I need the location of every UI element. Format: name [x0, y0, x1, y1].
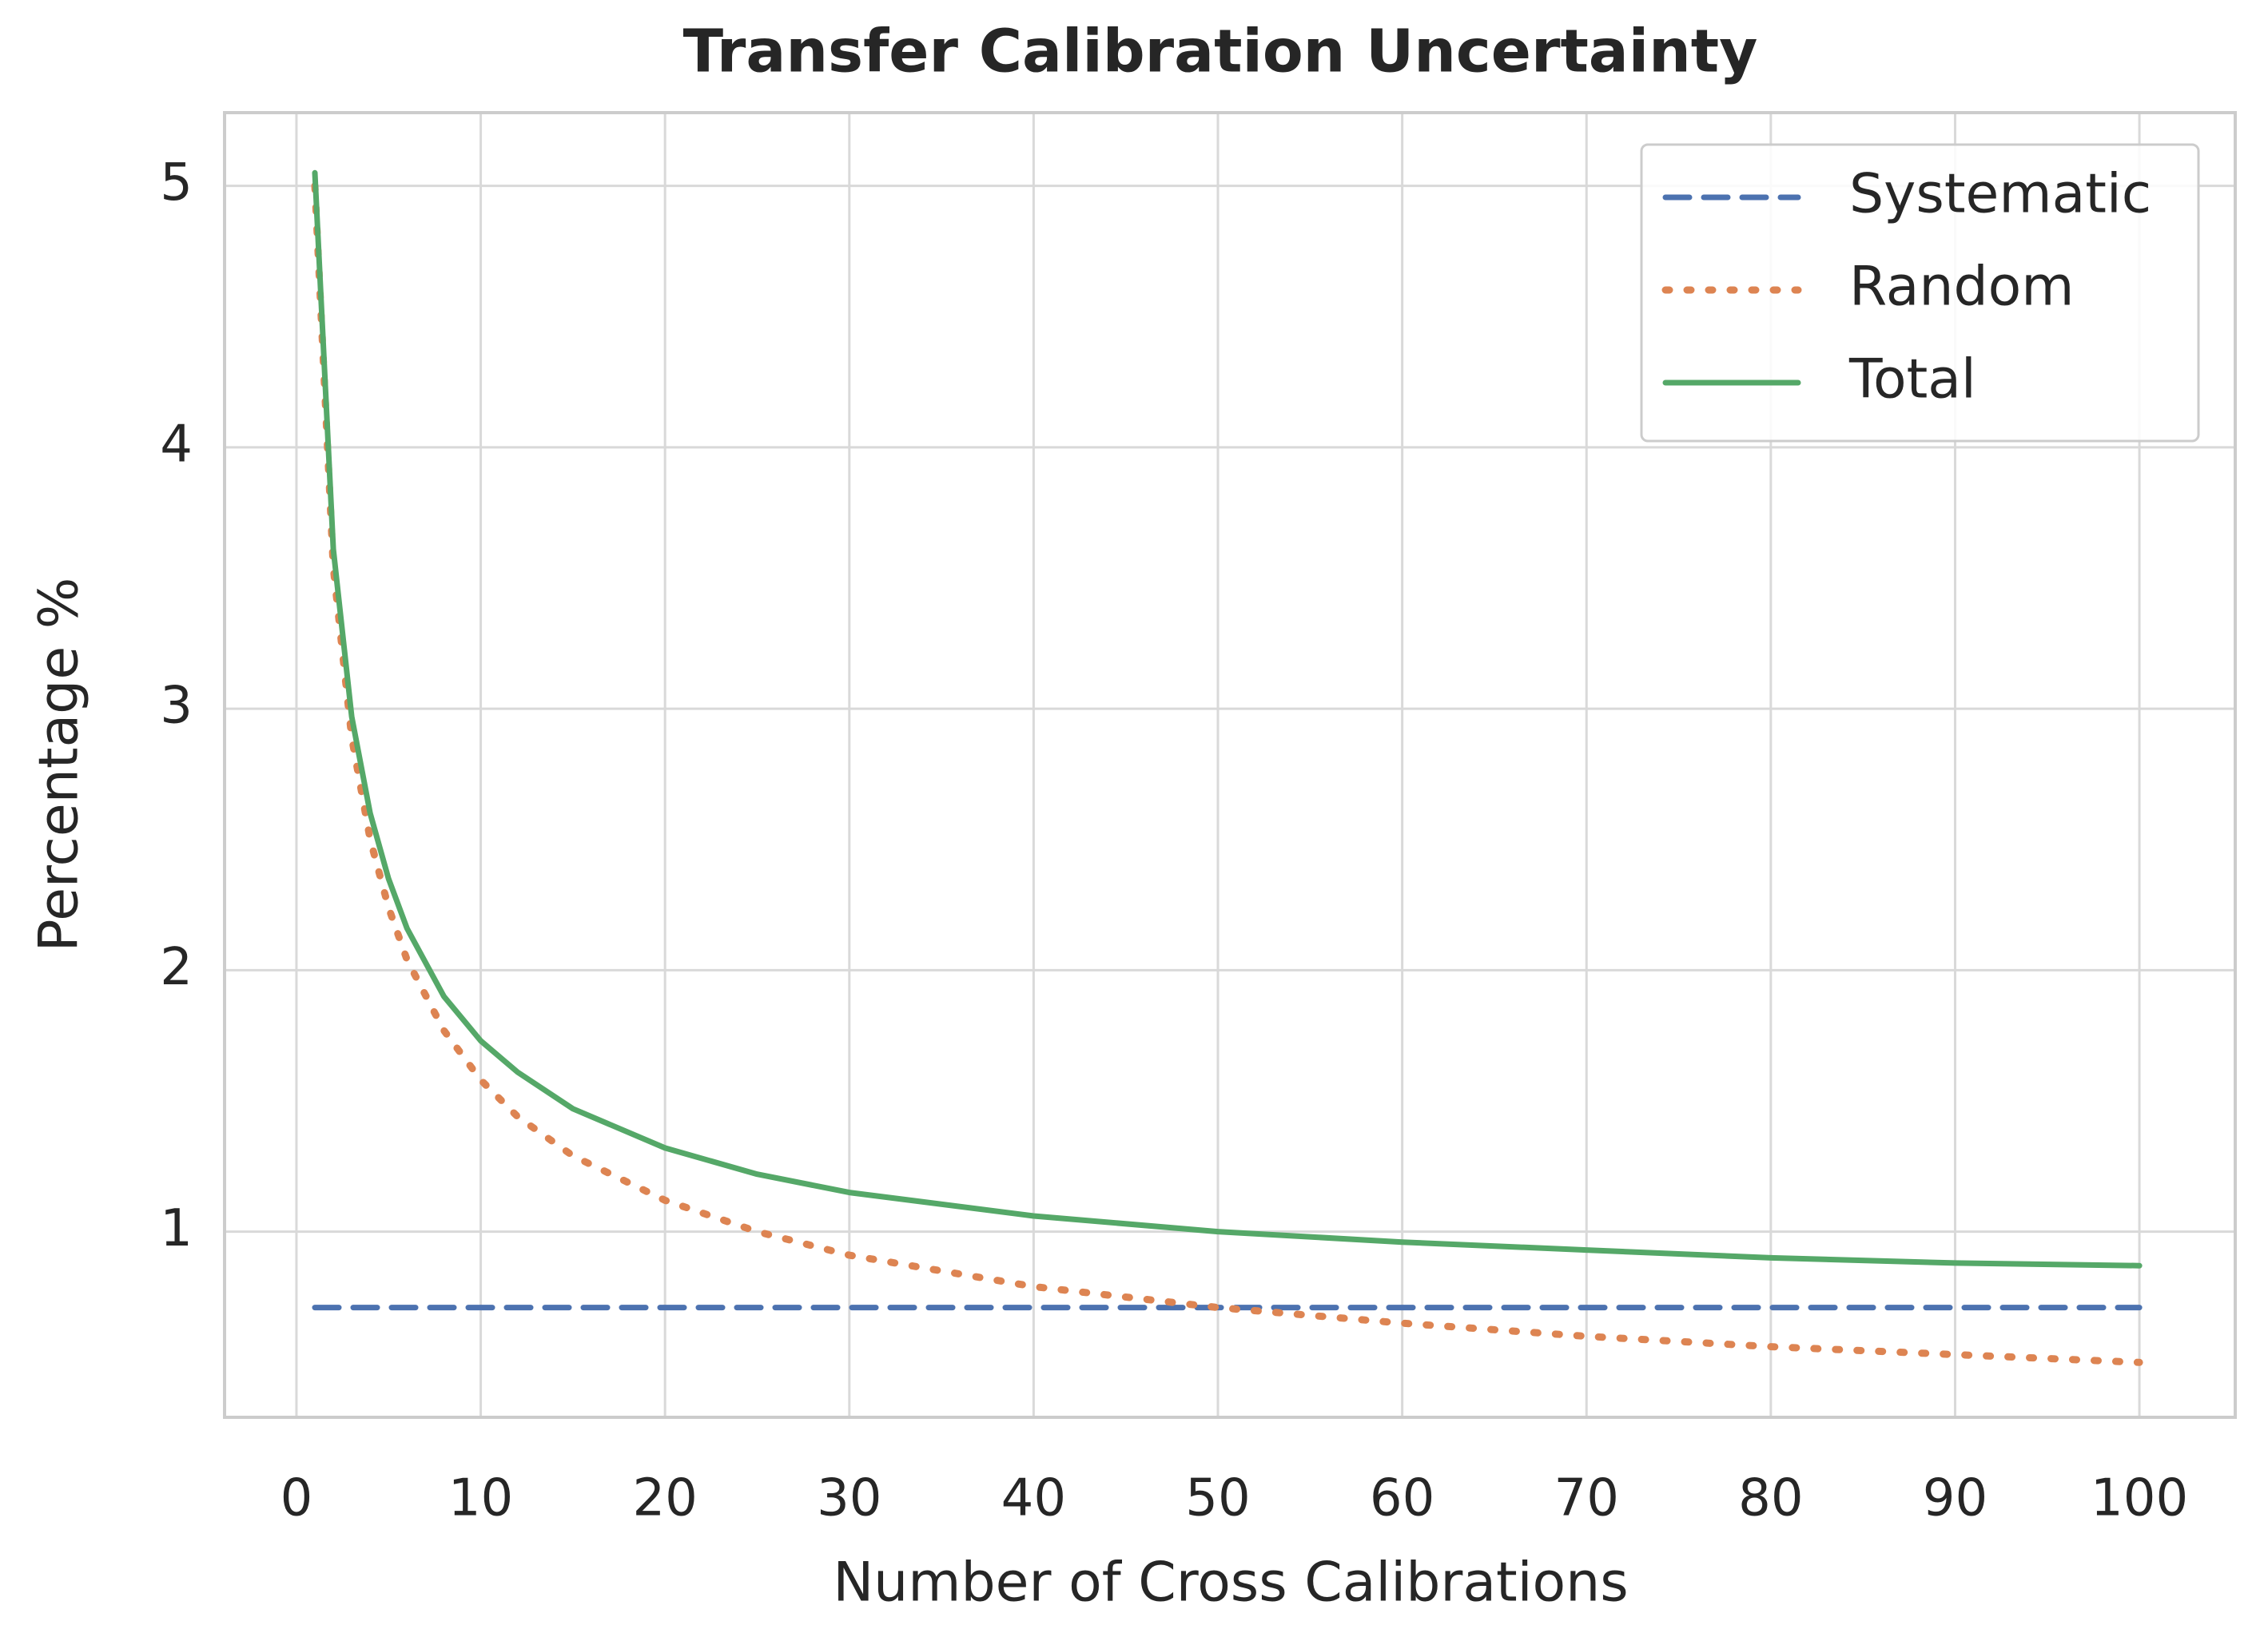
x-tick-label: 80 — [1738, 1469, 1803, 1528]
legend-label: Random — [1849, 256, 2075, 319]
x-tick-label: 100 — [2091, 1469, 2188, 1528]
legend-label: Total — [1848, 348, 1976, 411]
plot-frame — [223, 111, 2237, 1419]
chart-title: Transfer Calibration Uncertainty — [683, 18, 1758, 86]
series-line — [311, 182, 2143, 1366]
legend-label: Systematic — [1849, 163, 2151, 226]
x-axis-label: Number of Cross Calibrations — [833, 1552, 1628, 1615]
y-tick-label: 5 — [160, 153, 193, 213]
y-tick-label: 2 — [160, 938, 193, 997]
x-tick-label: 70 — [1554, 1469, 1619, 1528]
x-tick-label: 30 — [817, 1469, 881, 1528]
x-tick-label: 60 — [1370, 1469, 1434, 1528]
y-tick-label: 4 — [160, 415, 193, 474]
x-tick-label: 0 — [281, 1469, 313, 1528]
x-tick-label: 20 — [632, 1469, 697, 1528]
x-tick-label: 50 — [1185, 1469, 1250, 1528]
legend: Systematic Random Total — [1640, 143, 2200, 443]
legend-box — [1640, 143, 2200, 443]
x-tick-label: 40 — [1001, 1469, 1066, 1528]
y-tick-label: 1 — [160, 1199, 193, 1258]
series-line — [312, 169, 2143, 1269]
x-tick-label: 90 — [1923, 1469, 1987, 1528]
x-tick-label: 10 — [448, 1469, 513, 1528]
y-tick-label: 3 — [160, 677, 193, 736]
y-axis-label: Percentage % — [28, 578, 91, 952]
